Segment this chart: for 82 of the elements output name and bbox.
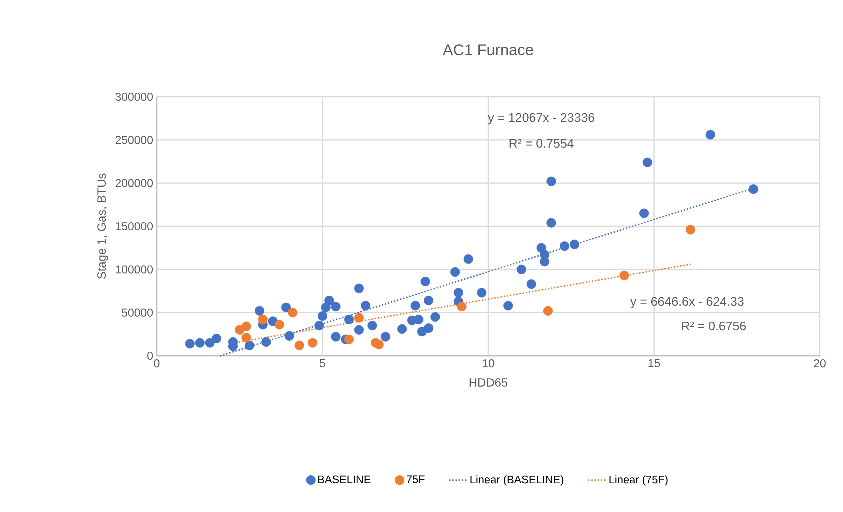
y-axis-title: Stage 1, Gas, BTUs	[98, 174, 108, 280]
y-tick-label: 200000	[116, 179, 154, 188]
point	[454, 288, 464, 298]
point	[374, 340, 384, 350]
point	[282, 302, 292, 312]
point	[414, 314, 424, 325]
point	[354, 313, 364, 323]
y-tick-label: 250000	[116, 136, 154, 144]
point	[368, 321, 378, 331]
point	[242, 333, 252, 343]
point	[748, 184, 758, 194]
point	[344, 334, 354, 344]
annotation: R² = 0.7554	[510, 139, 574, 148]
point	[546, 176, 556, 186]
annotation: R² = 0.6756	[682, 322, 746, 331]
point	[344, 314, 354, 325]
point	[477, 288, 487, 298]
x-tick-label: 20	[814, 360, 826, 368]
point	[620, 270, 630, 280]
y-tick-label: 50000	[122, 308, 154, 317]
point	[706, 130, 716, 140]
x-tick-label: 0	[154, 360, 160, 368]
y-tick-label: 300000	[116, 92, 154, 102]
point	[245, 340, 255, 350]
point	[410, 301, 420, 311]
legend-label: BASELINE	[318, 476, 371, 484]
legend-label: 75F	[406, 476, 425, 484]
point	[570, 240, 580, 250]
legend-label: Linear (BASELINE)	[470, 476, 564, 486]
point	[398, 324, 408, 334]
x-axis-title: HDD65	[470, 378, 508, 387]
point	[686, 225, 696, 235]
point	[354, 284, 364, 294]
x-tick-label: 15	[648, 360, 660, 368]
point	[254, 306, 265, 316]
point	[324, 296, 334, 306]
point	[331, 302, 341, 312]
annotation: y = 12067x - 23336	[488, 113, 594, 125]
point	[318, 312, 328, 322]
point	[450, 267, 460, 278]
point	[464, 254, 474, 264]
point	[205, 338, 215, 348]
x-tick-label: 5	[320, 360, 326, 368]
point	[642, 158, 652, 168]
point	[540, 257, 550, 267]
point	[284, 331, 294, 341]
chart-title: AC1 Furnace	[443, 44, 534, 56]
x-tick-label: 10	[483, 360, 494, 368]
point	[314, 321, 324, 331]
point	[258, 314, 268, 325]
y-tick-label: 100000	[116, 266, 154, 274]
point	[262, 337, 272, 347]
point	[274, 320, 284, 330]
legend-label: Linear (75F)	[610, 476, 668, 486]
point	[420, 276, 430, 287]
point	[424, 324, 434, 334]
y-tick-label: 0	[148, 352, 154, 360]
point	[268, 316, 278, 326]
point	[640, 208, 650, 218]
point	[536, 243, 546, 253]
point	[242, 322, 252, 332]
point	[195, 338, 205, 348]
point	[543, 306, 553, 316]
point	[546, 218, 556, 228]
annotation: y = 6646.6x - 624.33	[630, 297, 744, 309]
point	[294, 340, 304, 350]
point	[380, 332, 391, 342]
point	[516, 264, 526, 274]
point	[424, 296, 434, 306]
point	[288, 308, 298, 318]
point	[308, 338, 318, 348]
point	[354, 325, 364, 335]
point	[331, 332, 341, 342]
point	[185, 339, 195, 349]
point	[430, 312, 440, 322]
point	[457, 302, 467, 312]
point	[361, 301, 371, 311]
point	[504, 301, 514, 311]
point	[526, 280, 536, 290]
y-tick-label: 150000	[116, 222, 154, 231]
point	[560, 242, 570, 252]
point	[212, 334, 222, 344]
